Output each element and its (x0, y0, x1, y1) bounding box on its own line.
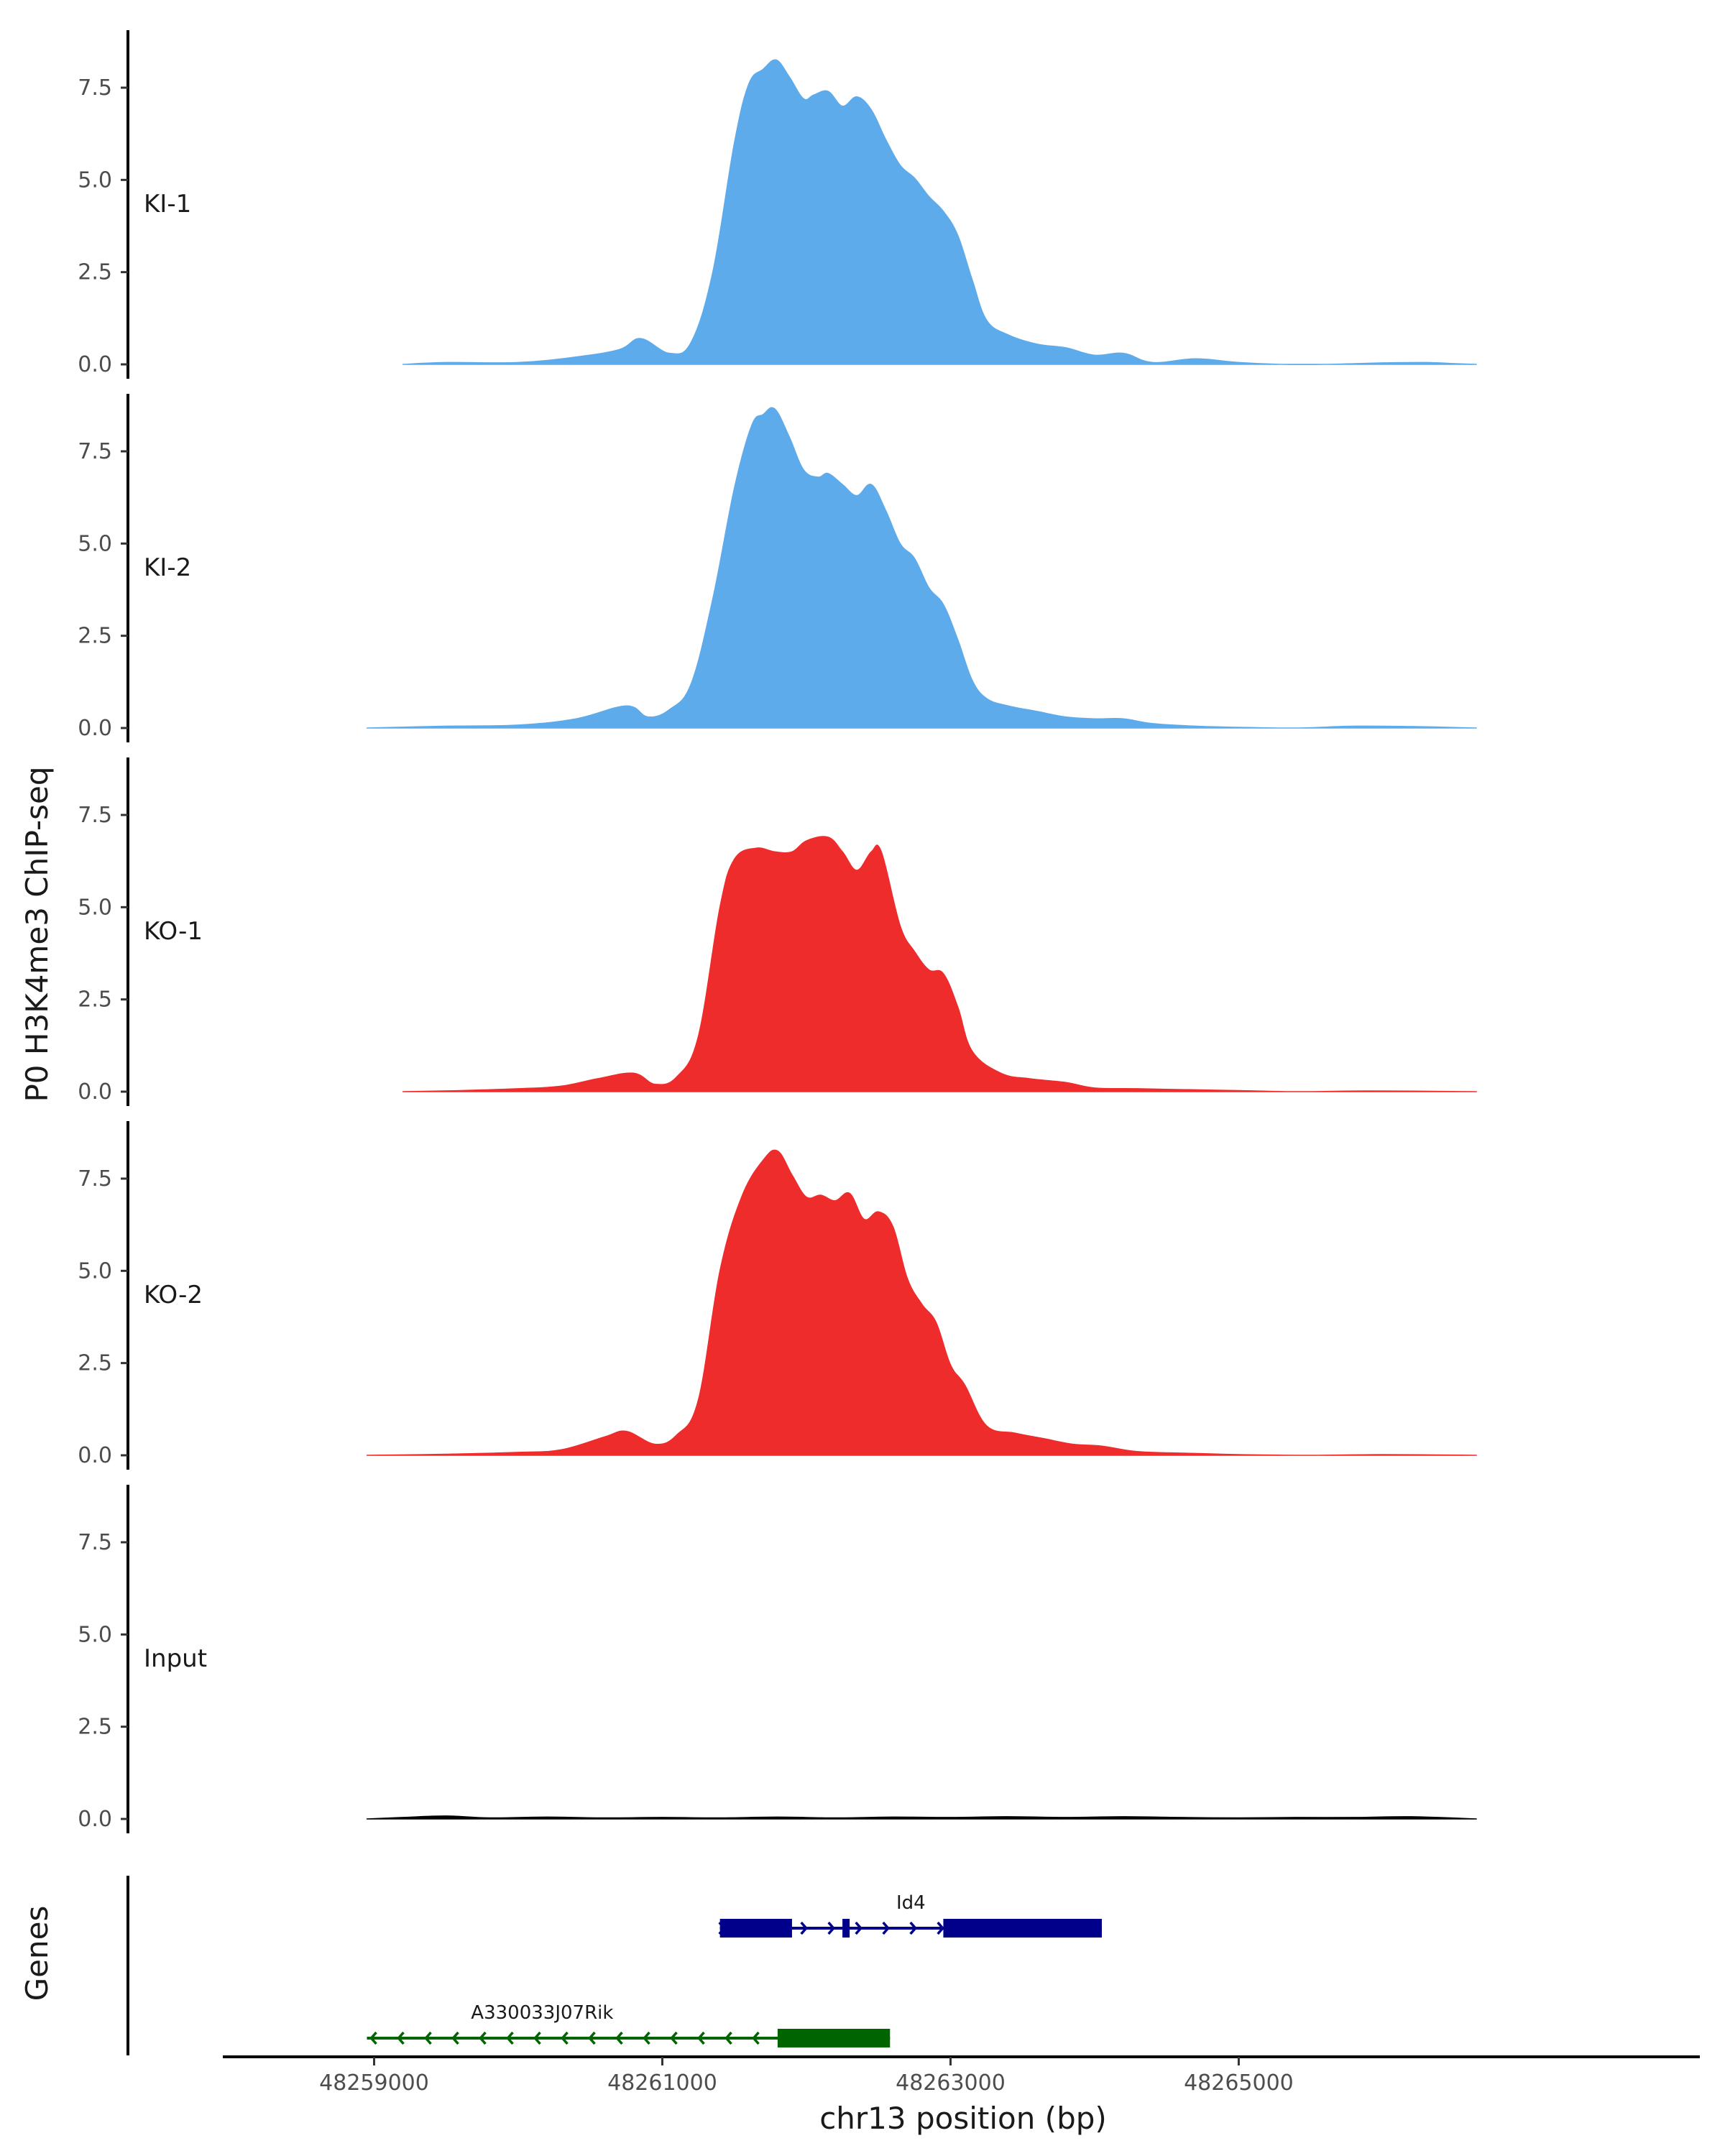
x-axis-title: chr13 position (bp) (819, 2101, 1107, 2136)
strand-arrow (827, 1921, 835, 1935)
y-tick-label: 2.5 (78, 1715, 112, 1740)
gene-id4: Id4 (718, 1892, 1102, 1938)
strand-arrow (479, 2031, 487, 2045)
track-ki-1: 0.0 2.5 5.0 7.5 KI-1 (78, 30, 1477, 379)
x-tick-label: 48265000 (1184, 2070, 1294, 2096)
gene-a330033j07rik: A330033J07Rik (367, 2002, 891, 2047)
strand-arrow (724, 2031, 732, 2045)
y-tick-label: 5.0 (78, 167, 112, 193)
strand-arrow (451, 2031, 459, 2045)
gene-label: A330033J07Rik (471, 2002, 613, 2024)
exon (943, 1919, 1102, 1938)
exon (842, 1919, 850, 1938)
y-axis-title: P0 H3K4me3 ChIP-seq (19, 766, 55, 1102)
tracks-layer: 0.0 2.5 5.0 7.5 KI-1 0.0 2.5 5.0 7.5 KI-2 0.0 2.5 5.… (78, 30, 1477, 1833)
strand-arrow (369, 2031, 377, 2045)
y-tick-label: 0.0 (78, 1807, 112, 1832)
signal-area-ki-1 (402, 59, 1477, 366)
strand-arrow (800, 1921, 808, 1935)
y-tick-label: 0.0 (78, 1443, 112, 1468)
y-tick-label: 7.5 (78, 803, 112, 828)
track-ko-2: 0.0 2.5 5.0 7.5 KO-2 (78, 1121, 1477, 1470)
y-tick-label: 0.0 (78, 1079, 112, 1105)
track-label: KO-1 (144, 917, 203, 946)
strand-arrow (615, 2031, 623, 2045)
track-ki-2: 0.0 2.5 5.0 7.5 KI-2 (78, 394, 1477, 742)
strand-arrow (533, 2031, 541, 2045)
track-label: KO-2 (144, 1281, 203, 1309)
y-tick-label: 7.5 (78, 439, 112, 464)
strand-arrow (697, 2031, 705, 2045)
strand-arrow (909, 1921, 917, 1935)
x-tick-label: 48263000 (896, 2070, 1006, 2096)
y-tick-label: 7.5 (78, 1530, 112, 1555)
strand-arrow (424, 2031, 432, 2045)
y-tick-label: 5.0 (78, 895, 112, 920)
y-tick-label: 0.0 (78, 716, 112, 741)
track-label: KI-1 (144, 190, 191, 218)
x-tick-label: 48259000 (319, 2070, 429, 2096)
gene-label: Id4 (896, 1892, 926, 1914)
genes-layer: Id4 A330033J07Rik (126, 1876, 1102, 2055)
signal-area-input (366, 1815, 1477, 1820)
signal-area-ko-2 (366, 1149, 1477, 1456)
y-tick-label: 2.5 (78, 624, 112, 649)
y-tick-label: 2.5 (78, 260, 112, 285)
signal-area-ki-2 (366, 407, 1477, 729)
strand-arrow (882, 1921, 890, 1935)
y-tick-label: 5.0 (78, 1622, 112, 1647)
track-input: 0.0 2.5 5.0 7.5 Input (78, 1485, 1477, 1833)
strand-arrow (937, 1921, 944, 1935)
strand-arrow (643, 2031, 650, 2045)
y-tick-label: 2.5 (78, 1351, 112, 1376)
y-tick-label: 5.0 (78, 531, 112, 556)
strand-arrow (752, 2031, 760, 2045)
y-tick-label: 2.5 (78, 987, 112, 1013)
y-tick-label: 7.5 (78, 1166, 112, 1192)
strand-arrow (397, 2031, 405, 2045)
exon (777, 2029, 891, 2047)
x-axis: 48259000 48261000 48263000 48265000 (223, 2055, 1700, 2096)
track-label: Input (144, 1644, 207, 1673)
y-tick-label: 5.0 (78, 1258, 112, 1284)
strand-arrow (670, 2031, 678, 2045)
strand-arrow (561, 2031, 569, 2045)
strand-arrow (588, 2031, 596, 2045)
exon (719, 1919, 792, 1938)
track-label: KI-2 (144, 553, 191, 582)
y-tick-label: 7.5 (78, 75, 112, 101)
strand-arrow (855, 1921, 862, 1935)
track-ko-1: 0.0 2.5 5.0 7.5 KO-1 (78, 757, 1477, 1106)
signal-area-ko-1 (402, 836, 1477, 1092)
strand-arrow (506, 2031, 514, 2045)
x-tick-label: 48261000 (607, 2070, 717, 2096)
y-tick-label: 0.0 (78, 352, 112, 377)
genes-track-title: Genes (19, 1906, 55, 2001)
